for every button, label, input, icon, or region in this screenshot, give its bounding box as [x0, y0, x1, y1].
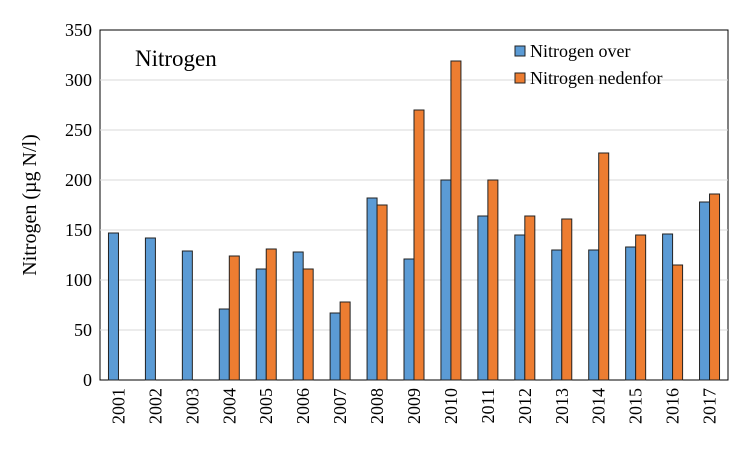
y-tick-label: 50	[74, 320, 92, 340]
y-tick-label: 150	[65, 220, 92, 240]
y-tick-label: 250	[65, 120, 92, 140]
y-tick-label: 300	[65, 70, 92, 90]
bar	[450, 60, 462, 381]
y-tick-label: 350	[65, 20, 92, 40]
bar	[181, 250, 193, 381]
y-axis-label: Nitrogen (µg N/l)	[19, 134, 41, 276]
x-tick-label: 2008	[367, 388, 387, 424]
chart-title: Nitrogen	[135, 46, 217, 71]
bar	[588, 249, 600, 381]
x-tick-label: 2005	[256, 388, 276, 424]
bar	[376, 204, 388, 381]
x-tick-label: 2017	[700, 388, 720, 424]
x-tick-label: 2015	[626, 388, 646, 424]
bar	[228, 255, 240, 381]
y-tick-label: 200	[65, 170, 92, 190]
x-tick-label: 2006	[293, 388, 313, 424]
bar	[292, 251, 304, 381]
bar	[514, 234, 526, 381]
legend-swatch	[514, 72, 526, 84]
bar	[255, 268, 267, 381]
x-tick-label: 2001	[108, 388, 128, 424]
bar	[477, 215, 489, 381]
x-tick-label: 2004	[219, 388, 239, 424]
bar	[524, 215, 536, 381]
x-tick-label: 2002	[145, 388, 165, 424]
y-tick-label: 0	[83, 370, 92, 390]
bar	[144, 237, 156, 381]
x-tick-label: 2011	[478, 388, 498, 423]
bar	[339, 301, 351, 381]
y-tick-label: 100	[65, 270, 92, 290]
bar	[403, 258, 415, 381]
bar	[672, 264, 684, 381]
bar	[662, 233, 674, 381]
legend-swatch	[514, 45, 526, 57]
bar	[218, 308, 230, 381]
x-tick-label: 2016	[663, 388, 683, 424]
legend-label: Nitrogen nedenfor	[530, 68, 662, 88]
x-tick-label: 2012	[515, 388, 535, 424]
x-tick-label: 2007	[330, 388, 350, 424]
bar	[561, 218, 573, 381]
bar	[329, 312, 341, 381]
bar	[598, 152, 610, 381]
bar	[709, 193, 721, 381]
bar	[635, 234, 647, 381]
x-tick-label: 2003	[182, 388, 202, 424]
bar	[699, 201, 711, 381]
legend-label: Nitrogen over	[530, 41, 630, 61]
bar	[265, 248, 277, 381]
x-tick-label: 2014	[589, 388, 609, 424]
bar	[107, 232, 119, 381]
bar	[366, 197, 378, 381]
x-tick-label: 2009	[404, 388, 424, 424]
bar	[302, 268, 314, 381]
bar	[551, 249, 563, 381]
bar	[413, 109, 425, 381]
x-tick-label: 2013	[552, 388, 572, 424]
x-tick-label: 2010	[441, 388, 461, 424]
bar	[487, 179, 499, 381]
bar	[625, 246, 637, 381]
bar	[440, 179, 452, 381]
